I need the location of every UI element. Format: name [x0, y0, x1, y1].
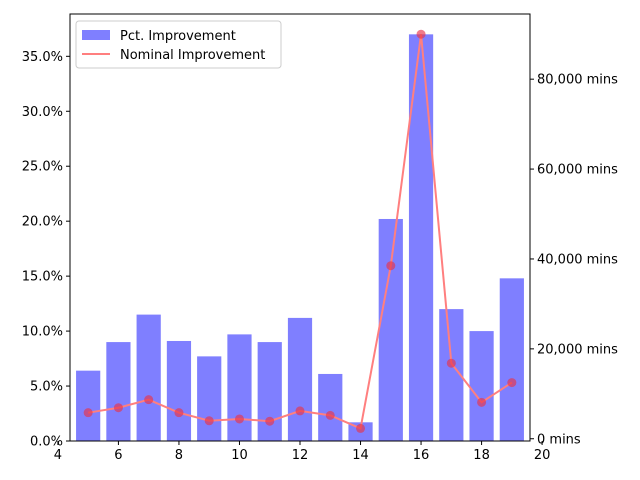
line-point [477, 397, 487, 407]
x-tick-label: 10 [231, 448, 248, 463]
legend-label-nominal: Nominal Improvement [120, 48, 265, 63]
y-right-tick-label: 60,000 mins [537, 163, 618, 178]
y-right-tick-label: 80,000 mins [537, 73, 618, 88]
x-tick-label: 8 [175, 448, 183, 463]
line-point [83, 408, 93, 418]
bar [257, 342, 282, 441]
x-tick-label: 18 [473, 448, 490, 463]
bar [76, 370, 101, 441]
legend-box [75, 20, 282, 69]
x-tick-label: 20 [534, 448, 551, 463]
legend-swatch-bar [82, 30, 110, 40]
bar [499, 278, 524, 441]
x-tick-label: 12 [292, 448, 309, 463]
line-point [386, 261, 396, 271]
bar [469, 331, 494, 441]
y-right-tick-label: 40,000 mins [537, 252, 618, 267]
bar-series [76, 34, 524, 441]
y-left-tick-label: 10.0% [22, 325, 63, 340]
y-right-tick-label: 20,000 mins [537, 342, 618, 357]
line-point [325, 410, 335, 420]
bar [378, 218, 403, 441]
bar [136, 314, 161, 441]
line-point [265, 416, 275, 426]
bar [106, 342, 131, 441]
x-tick-label: 16 [413, 448, 430, 463]
line-point [204, 416, 214, 426]
legend: Pct. Improvement Nominal Improvement [75, 20, 282, 69]
x-tick-label: 14 [352, 448, 369, 463]
bar [287, 317, 313, 441]
y-left-tick-label: 5.0% [30, 380, 63, 395]
line-point [507, 378, 517, 388]
x-tick-label: 6 [114, 448, 122, 463]
bar [318, 373, 343, 441]
line-point [356, 423, 366, 433]
bar [197, 356, 222, 441]
bar [227, 334, 252, 441]
y-left-tick-label: 35.0% [22, 50, 63, 65]
line-point [174, 408, 184, 418]
line-point [295, 406, 305, 416]
line-point [113, 403, 123, 413]
y-left-tick-label: 0.0% [30, 435, 63, 450]
y-left-tick-label: 20.0% [22, 215, 63, 230]
x-tick-label: 4 [54, 448, 62, 463]
line-point [234, 414, 244, 424]
line-series [83, 29, 517, 433]
y-right-tick-label: 0 mins [537, 432, 581, 447]
y-left-tick-label: 30.0% [22, 105, 63, 120]
legend-label-pct: Pct. Improvement [120, 29, 236, 44]
y-left-tick-label: 25.0% [22, 160, 63, 175]
bar [166, 340, 192, 441]
line-point [416, 29, 426, 39]
y-left-tick-label: 15.0% [22, 270, 63, 285]
line-point [446, 358, 456, 368]
axes: 4 6 8 10 12 14 16 18 20 0.0% 5.0% 10.0% 15.0% 20.0% 25… [22, 13, 618, 463]
line-point [144, 395, 154, 405]
